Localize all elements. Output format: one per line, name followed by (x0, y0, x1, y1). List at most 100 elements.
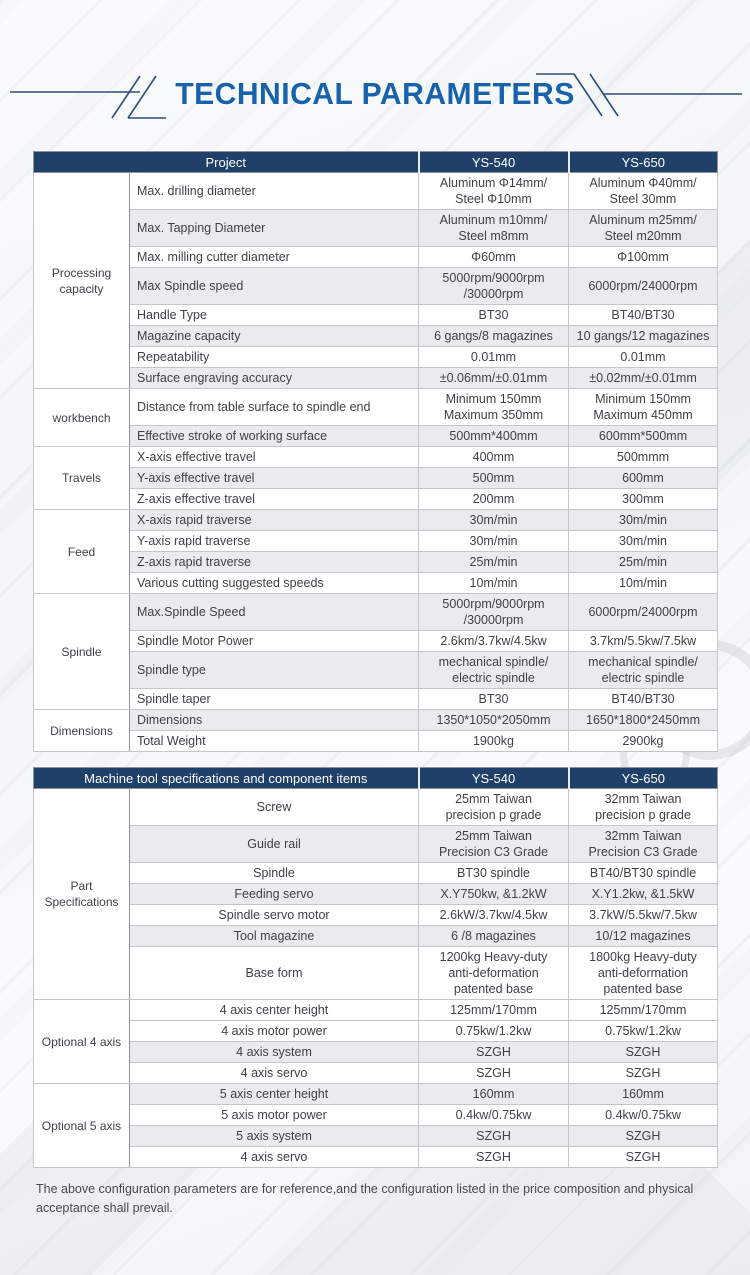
spec-value-ys540: 30m/min (418, 530, 569, 552)
spec-value-ys650: X.Y1.2kw, &1.5kW (568, 883, 719, 905)
spec-group-label: Travels (33, 446, 130, 510)
table-row: Magazine capacity 6 gangs/8 magazines 10 g… (34, 325, 718, 347)
spec-parameter-name: 4 axis servo (128, 1062, 420, 1084)
spec-value-ys540: 25mm Taiwan precision p grade (418, 788, 570, 826)
spec-value-ys650: 0.75kw/1.2kw (568, 1020, 719, 1042)
spec-value-ys540: SZGH (418, 1062, 570, 1084)
spec-value-ys540: 500mm*400mm (418, 425, 569, 447)
spec-value-ys540: 0.4kw/0.75kw (418, 1104, 570, 1126)
title-banner: TECHNICAL PARAMETERS (0, 70, 750, 128)
spec-value-ys650: 300mm (568, 488, 718, 510)
table-row: Max. milling cutter diameter Φ60mm Φ100mm (34, 246, 718, 268)
spec-value-ys650: Minimum 150mm Maximum 450mm (568, 388, 718, 426)
spec-parameter-name: Repeatability (129, 346, 419, 368)
spec-value-ys650: 10/12 magazines (568, 925, 719, 947)
spec-group-label: Optional 5 axis (33, 1083, 130, 1168)
spec-value-ys540: 125mm/170mm (418, 999, 570, 1021)
spec-value-ys540: Aluminum Φ14mm/ Steel Φ10mm (418, 172, 569, 210)
spec-parameter-name: Max. Tapping Diameter (129, 209, 419, 247)
spec-value-ys650: 0.4kw/0.75kw (568, 1104, 719, 1126)
table-row: Spindle type mechanical spindle/ electric… (34, 651, 718, 689)
spec-value-ys650: ±0.02mm/±0.01mm (568, 367, 718, 389)
table-row: Y-axis effective travel 500mm 600mm (34, 467, 718, 489)
spec-parameter-name: Max. drilling diameter (129, 172, 419, 210)
spec-value-ys540: SZGH (418, 1041, 570, 1063)
spec-parameter-name: Feeding servo (128, 883, 420, 905)
spec-value-ys650: 10m/min (568, 572, 718, 594)
spec-value-ys540: 10m/min (418, 572, 569, 594)
table-row: Repeatability 0.01mm 0.01mm (34, 346, 718, 368)
header-ys540: YS-540 (417, 767, 569, 789)
spec-group-label: Feed (33, 509, 130, 594)
spec-value-ys650: SZGH (568, 1041, 719, 1063)
spec-value-ys540: BT30 (418, 688, 569, 710)
table-row: 4 axis servo SZGH SZGH (34, 1062, 719, 1084)
page-title: TECHNICAL PARAMETERS (175, 76, 575, 111)
spec-parameter-name: 5 axis motor power (128, 1104, 420, 1126)
table-row: Max Spindle speed 5000rpm/9000rpm /30000r… (34, 267, 718, 305)
table-row: workbench Distance from table surface to … (33, 388, 718, 447)
spec-value-ys540: BT30 spindle (418, 862, 570, 884)
footnote-text: The above configuration parameters are f… (36, 1182, 694, 1216)
spec-value-ys540: 5000rpm/9000rpm /30000rpm (418, 267, 569, 305)
spec-value-ys650: 1650*1800*2450mm (568, 709, 718, 731)
spec-value-ys650: 600mm*500mm (568, 425, 718, 447)
table-row: Z-axis rapid traverse 25m/min 25m/min (34, 551, 718, 573)
spec-parameter-name: Various cutting suggested speeds (129, 572, 419, 594)
spec-parameter-name: 4 axis servo (128, 1146, 420, 1168)
spec-value-ys540: 25m/min (418, 551, 569, 573)
spec-parameter-name: Dimensions (129, 709, 419, 731)
spec-parameter-name: Screw (128, 788, 420, 826)
spec-value-ys540: 25mm Taiwan Precision C3 Grade (418, 825, 570, 863)
spec-parameter-name: X-axis rapid traverse (129, 509, 419, 531)
title-decoration-lines (10, 73, 742, 119)
spec-parameter-name: Max Spindle speed (129, 267, 419, 305)
spec-value-ys540: Aluminum m10mm/ Steel m8mm (418, 209, 569, 247)
spec-value-ys540: 1350*1050*2050mm (418, 709, 569, 731)
table-row: Spindle servo motor 2.6kW/3.7kw/4.5kw 3.7k… (34, 904, 719, 926)
header-ys540: YS-540 (417, 151, 569, 173)
spec-parameter-name: Surface engraving accuracy (129, 367, 419, 389)
spec-parameter-name: Z-axis rapid traverse (129, 551, 419, 573)
spec-value-ys540: 0.75kw/1.2kw (418, 1020, 570, 1042)
table-row: Feeding servo X.Y750kw, &1.2kW X.Y1.2kw, &… (34, 883, 719, 905)
spec-value-ys540: 400mm (418, 446, 569, 468)
spec-value-ys650: 160mm (568, 1083, 719, 1105)
spec-parameter-name: Spindle servo motor (128, 904, 420, 926)
spec-value-ys650: 6000rpm/24000rpm (568, 267, 718, 305)
spec-value-ys650: BT40/BT30 spindle (568, 862, 719, 884)
spec-value-ys540: 200mm (418, 488, 569, 510)
spec-value-ys650: 0.01mm (568, 346, 718, 368)
spec-parameter-name: Effective stroke of working surface (129, 425, 419, 447)
spec-parameter-name: X-axis effective travel (129, 446, 419, 468)
spec-value-ys650: 6000rpm/24000rpm (568, 593, 718, 631)
spec-parameter-name: 4 axis center height (128, 999, 420, 1021)
header-machine-specs: Machine tool specifications and componen… (33, 767, 419, 789)
table-row: Surface engraving accuracy ±0.06mm/±0.01m… (34, 367, 718, 389)
table-row: Feed X-axis rapid traverse 30m/min 30m/min (33, 509, 718, 594)
spec-value-ys540: 500mm (418, 467, 569, 489)
spec-parameter-name: Z-axis effective travel (129, 488, 419, 510)
spec-value-ys540: SZGH (418, 1146, 570, 1168)
spec-parameter-name: 4 axis system (128, 1041, 420, 1063)
spec-value-ys540: 6 gangs/8 magazines (418, 325, 569, 347)
spec-parameter-name: Spindle (128, 862, 420, 884)
spec-parameter-name: Spindle Motor Power (129, 630, 419, 652)
spec-parameter-name: Y-axis rapid traverse (129, 530, 419, 552)
spec-value-ys650: mechanical spindle/ electric spindle (568, 651, 718, 689)
spec-value-ys650: 32mm Taiwan Precision C3 Grade (568, 825, 719, 863)
spec-parameter-name: Y-axis effective travel (129, 467, 419, 489)
header-ys650: YS-650 (567, 767, 718, 789)
spec-group-label: workbench (33, 388, 130, 447)
spec-value-ys540: 2.6kW/3.7kw/4.5kw (418, 904, 570, 926)
spec-value-ys540: ±0.06mm/±0.01mm (418, 367, 569, 389)
spec-parameter-name: Base form (128, 946, 420, 1000)
spec-parameter-name: Max.Spindle Speed (129, 593, 419, 631)
spec-value-ys540: 6 /8 magazines (418, 925, 570, 947)
spec-parameter-name: Handle Type (129, 304, 419, 326)
table-header-row: Project YS-540 YS-650 (33, 151, 718, 173)
table-row: Max. Tapping Diameter Aluminum m10mm/ Ste… (34, 209, 718, 247)
spec-value-ys650: SZGH (568, 1146, 719, 1168)
spec-value-ys650: Φ100mm (568, 246, 718, 268)
